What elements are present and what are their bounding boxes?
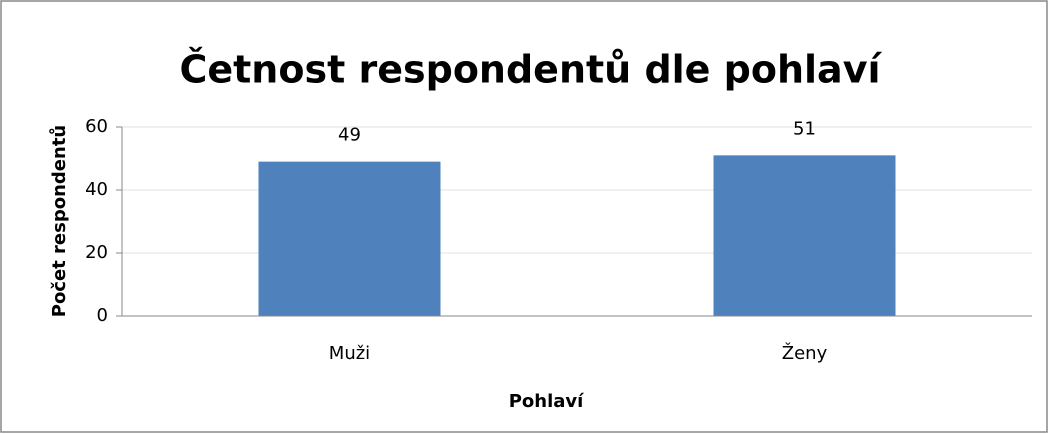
chart-title: Četnost respondentů dle pohlaví bbox=[179, 48, 882, 92]
data-label: 49 bbox=[338, 125, 361, 146]
x-tick-label: Muži bbox=[329, 343, 370, 364]
y-tick-label: 0 bbox=[97, 305, 108, 326]
y-tick-label: 60 bbox=[85, 116, 108, 137]
y-tick-label: 20 bbox=[85, 242, 108, 263]
y-axis-label: Počet respondentů bbox=[48, 125, 70, 318]
y-tick-label: 40 bbox=[85, 179, 108, 200]
bar bbox=[713, 155, 896, 316]
x-axis-label: Pohlaví bbox=[509, 391, 584, 412]
x-tick-label: Ženy bbox=[782, 342, 828, 364]
bar bbox=[258, 161, 441, 316]
data-label: 51 bbox=[793, 118, 816, 139]
